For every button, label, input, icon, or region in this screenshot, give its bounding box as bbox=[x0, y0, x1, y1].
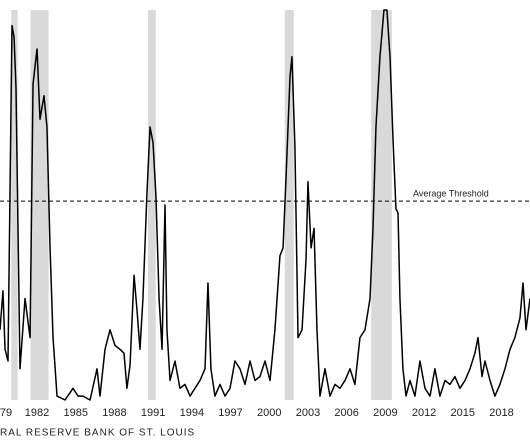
x-tick-label: 2018 bbox=[489, 407, 513, 419]
x-tick-label: 2009 bbox=[373, 407, 397, 419]
x-tick-label: 1997 bbox=[218, 407, 242, 419]
series-line bbox=[0, 9, 530, 401]
x-tick-label: 2000 bbox=[257, 407, 281, 419]
x-tick-label: 1982 bbox=[25, 407, 49, 419]
x-tick-label: 1985 bbox=[63, 407, 87, 419]
x-tick-label: 2003 bbox=[296, 407, 320, 419]
x-tick-label: 79 bbox=[0, 407, 12, 419]
x-tick-label: 1988 bbox=[102, 407, 126, 419]
threshold-label: Average Threshold bbox=[413, 188, 489, 198]
x-tick-label: 2015 bbox=[451, 407, 475, 419]
recession-band bbox=[30, 10, 49, 400]
recession-band bbox=[11, 10, 18, 400]
source: RAL RESERVE BANK OF ST. LOUIS bbox=[0, 428, 195, 439]
x-tick-label: 1994 bbox=[180, 407, 204, 419]
x-tick-label: 2012 bbox=[412, 407, 436, 419]
recession-band bbox=[284, 10, 294, 400]
recession-band bbox=[147, 10, 156, 400]
x-tick-label: 2006 bbox=[334, 407, 358, 419]
x-tick-label: 1991 bbox=[141, 407, 165, 419]
